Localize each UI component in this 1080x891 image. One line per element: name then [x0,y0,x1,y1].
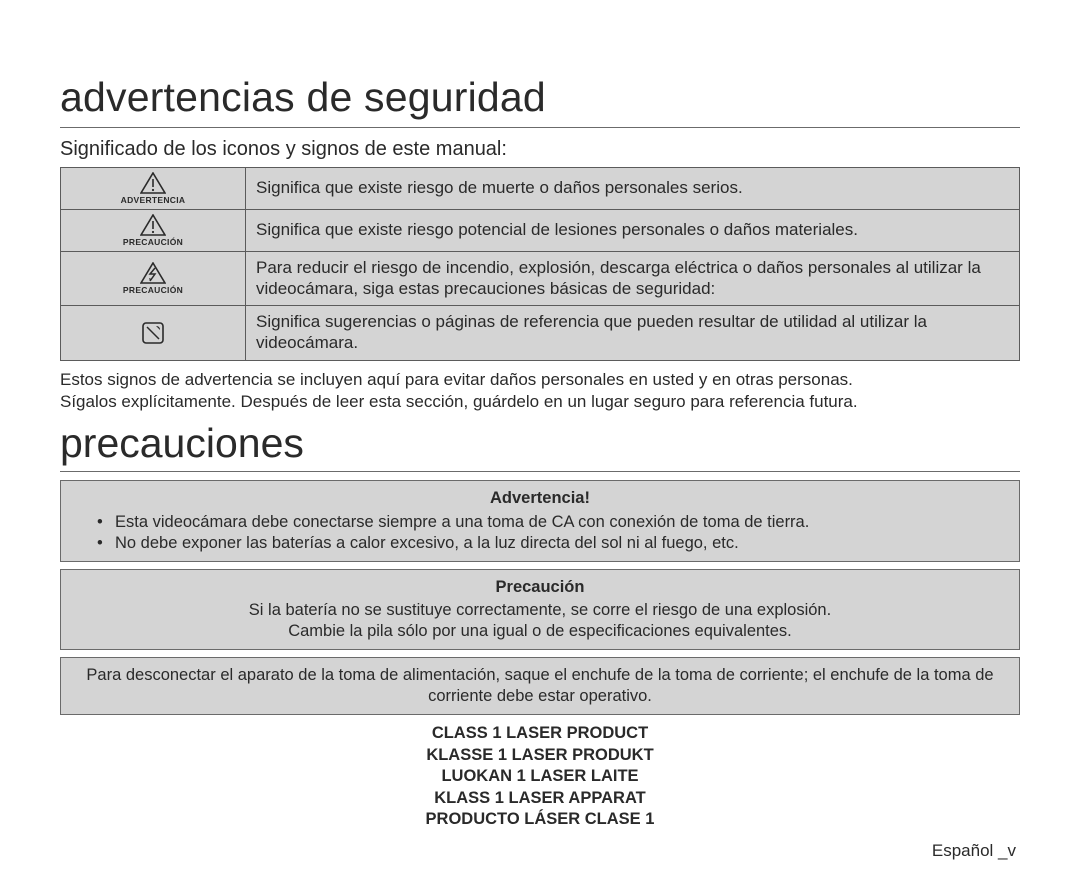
caution-line1: Si la batería no se sustituye correctame… [73,600,1007,621]
after-table-line2: Sígalos explícitamente. Después de leer … [60,392,858,411]
table-row: PRECAUCIÓN Para reducir el riesgo de inc… [61,252,1020,306]
laser-line: KLASSE 1 LASER PRODUKT [60,745,1020,766]
electric-shock-triangle-icon [140,262,166,284]
disconnect-box: Para desconectar el aparato de la toma d… [60,657,1020,715]
laser-line: CLASS 1 LASER PRODUCT [60,723,1020,744]
icon-cell-warning: ADVERTENCIA [61,168,246,210]
icon-meaning-table: ADVERTENCIA Significa que existe riesgo … [60,167,1020,361]
manual-page: advertencias de seguridad Significado de… [0,0,1080,891]
laser-line: KLASS 1 LASER APPARAT [60,788,1020,809]
note-square-icon [141,321,165,345]
list-item: Esta videocámara debe conectarse siempre… [115,512,1007,533]
warning-box-title: Advertencia! [73,488,1007,509]
laser-line: PRODUCTO LÁSER CLASE 1 [60,809,1020,830]
heading-precautions: precauciones [60,420,1020,472]
caution-box: Precaución Si la batería no se sustituye… [60,569,1020,650]
icon-description: Significa que existe riesgo potencial de… [256,220,1009,241]
warning-box: Advertencia! Esta videocámara debe conec… [60,480,1020,561]
icon-cell-caution: PRECAUCIÓN [61,210,246,252]
icon-label: PRECAUCIÓN [123,237,183,247]
icon-label: PRECAUCIÓN [123,285,183,295]
icon-description: Significa que existe riesgo de muerte o … [256,178,1009,199]
laser-class-block: CLASS 1 LASER PRODUCT KLASSE 1 LASER PRO… [60,723,1020,830]
description-cell: Significa que existe riesgo potencial de… [246,210,1020,252]
table-row: ADVERTENCIA Significa que existe riesgo … [61,168,1020,210]
table-row: PRECAUCIÓN Significa que existe riesgo p… [61,210,1020,252]
laser-line: LUOKAN 1 LASER LAITE [60,766,1020,787]
disconnect-text: Para desconectar el aparato de la toma d… [73,665,1007,707]
icon-description: Significa sugerencias o páginas de refer… [256,312,1009,353]
description-cell: Para reducir el riesgo de incendio, expl… [246,252,1020,306]
subtitle-icon-meanings: Significado de los iconos y signos de es… [60,138,1020,161]
warning-triangle-icon [140,172,166,194]
icon-cell-note [61,306,246,360]
icon-description: Para reducir el riesgo de incendio, expl… [256,258,1009,299]
page-footer: Español _v [60,841,1020,861]
table-row: Significa sugerencias o páginas de refer… [61,306,1020,360]
icon-label: ADVERTENCIA [121,195,186,205]
list-item: No debe exponer las baterías a calor exc… [115,533,1007,554]
description-cell: Significa sugerencias o páginas de refer… [246,306,1020,360]
after-table-line1: Estos signos de advertencia se incluyen … [60,370,853,389]
heading-safety-warnings: advertencias de seguridad [60,74,1020,128]
icon-cell-electric: PRECAUCIÓN [61,252,246,306]
warning-triangle-icon [140,214,166,236]
caution-line2: Cambie la pila sólo por una igual o de e… [73,621,1007,642]
caution-box-title: Precaución [73,577,1007,598]
after-table-paragraph: Estos signos de advertencia se incluyen … [60,369,1020,413]
warning-list: Esta videocámara debe conectarse siempre… [73,512,1007,554]
description-cell: Significa que existe riesgo de muerte o … [246,168,1020,210]
